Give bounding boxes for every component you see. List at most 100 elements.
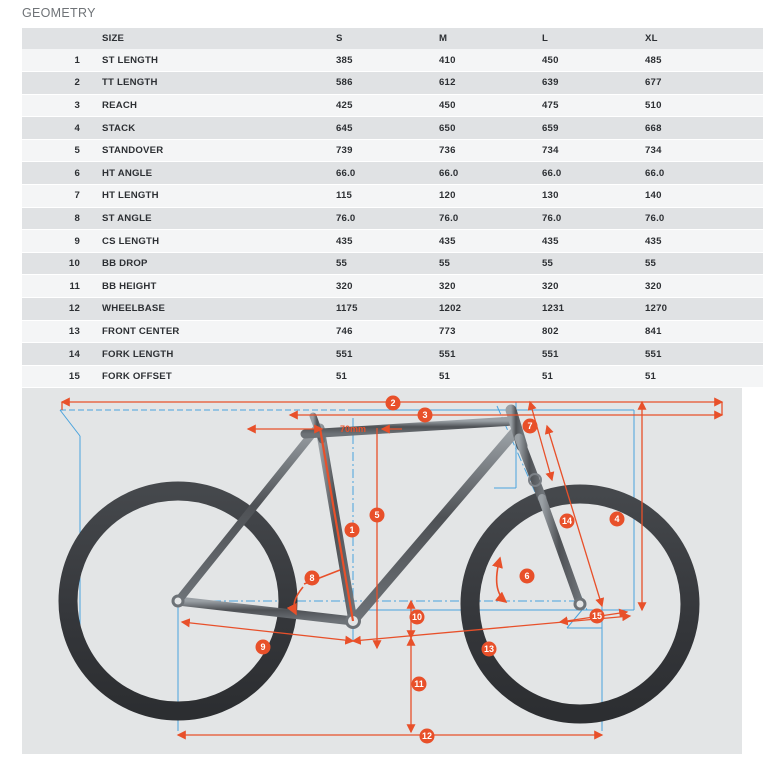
column-header-size: SIZE bbox=[90, 28, 330, 49]
callout-label: 2 bbox=[390, 398, 395, 408]
callout-label: 5 bbox=[374, 510, 379, 520]
row-spacer bbox=[742, 116, 763, 140]
callout-badge: 14 bbox=[559, 513, 575, 529]
row-value: 51 bbox=[536, 365, 639, 389]
row-index: 8 bbox=[22, 207, 90, 231]
row-value: 450 bbox=[536, 49, 639, 73]
row-value: 1175 bbox=[330, 297, 433, 321]
row-label: BB HEIGHT bbox=[90, 274, 330, 299]
row-value: 639 bbox=[536, 71, 639, 95]
row-value: 435 bbox=[330, 229, 433, 253]
row-value: 130 bbox=[536, 184, 639, 208]
row-value: 320 bbox=[536, 274, 639, 299]
page-title: GEOMETRY bbox=[22, 6, 96, 20]
row-value: 1202 bbox=[433, 297, 536, 321]
column-header-index bbox=[22, 28, 90, 49]
row-spacer bbox=[742, 342, 763, 366]
table-row: 3 REACH 425 450 475 510 bbox=[22, 94, 763, 118]
callout-badge: 15 bbox=[589, 608, 605, 624]
row-spacer bbox=[742, 229, 763, 253]
callout-label: 10 bbox=[412, 612, 422, 622]
row-spacer bbox=[742, 274, 763, 299]
column-header-spacer bbox=[742, 28, 763, 49]
row-value: 739 bbox=[330, 139, 433, 163]
row-value: 734 bbox=[639, 139, 742, 163]
row-value: 385 bbox=[330, 49, 433, 73]
row-spacer bbox=[742, 71, 763, 95]
callout-label: 14 bbox=[562, 516, 572, 526]
callout-circle bbox=[255, 639, 271, 655]
row-label: TT LENGTH bbox=[90, 71, 330, 95]
callout-badge: 4 bbox=[609, 511, 625, 527]
callout-label: 9 bbox=[260, 642, 265, 652]
callout-circle bbox=[519, 568, 535, 584]
row-label: BB DROP bbox=[90, 252, 330, 276]
row-spacer bbox=[742, 94, 763, 118]
row-value: 320 bbox=[330, 274, 433, 299]
table-body: 1 ST LENGTH 385 410 450 485 2 TT LENGTH 586 612 63… bbox=[22, 49, 763, 389]
row-label: STANDOVER bbox=[90, 139, 330, 163]
row-index: 14 bbox=[22, 342, 90, 366]
callout-label: 6 bbox=[524, 571, 529, 581]
row-spacer bbox=[742, 297, 763, 321]
row-value: 802 bbox=[536, 320, 639, 344]
row-spacer bbox=[742, 365, 763, 389]
callout-badge: 2 bbox=[385, 395, 401, 411]
callout-circle bbox=[369, 507, 385, 523]
row-label: CS LENGTH bbox=[90, 229, 330, 253]
annotation-70mm: 70mm bbox=[340, 424, 366, 434]
row-index: 4 bbox=[22, 116, 90, 140]
row-label: HT LENGTH bbox=[90, 184, 330, 208]
callout-circle bbox=[522, 418, 538, 434]
callout-badge: 10 bbox=[409, 609, 425, 625]
table-header: SIZE S M L XL bbox=[22, 28, 763, 49]
callout-label: 12 bbox=[422, 731, 432, 741]
table-row: 2 TT LENGTH 586 612 639 677 bbox=[22, 71, 763, 95]
callout-circle bbox=[409, 609, 425, 625]
row-index: 10 bbox=[22, 252, 90, 276]
table-row: 8 ST ANGLE 76.0 76.0 76.0 76.0 bbox=[22, 207, 763, 231]
row-label: ST ANGLE bbox=[90, 207, 330, 231]
callout-circle bbox=[481, 641, 497, 657]
row-index: 5 bbox=[22, 139, 90, 163]
table-row: 9 CS LENGTH 435 435 435 435 bbox=[22, 229, 763, 253]
callout-label: 1 bbox=[349, 525, 354, 535]
row-value: 612 bbox=[433, 71, 536, 95]
column-header-s: S bbox=[330, 28, 433, 49]
callout-circle bbox=[419, 728, 435, 744]
callout-circle bbox=[609, 511, 625, 527]
row-label: WHEELBASE bbox=[90, 297, 330, 321]
row-value: 51 bbox=[433, 365, 536, 389]
row-value: 55 bbox=[433, 252, 536, 276]
table-row: 5 STANDOVER 739 736 734 734 bbox=[22, 139, 763, 163]
row-value: 551 bbox=[536, 342, 639, 366]
row-label: FRONT CENTER bbox=[90, 320, 330, 344]
callout-badge: 12 bbox=[419, 728, 435, 744]
row-value: 76.0 bbox=[639, 207, 742, 231]
row-value: 51 bbox=[330, 365, 433, 389]
row-value: 650 bbox=[433, 116, 536, 140]
row-value: 115 bbox=[330, 184, 433, 208]
row-value: 425 bbox=[330, 94, 433, 118]
row-value: 645 bbox=[330, 116, 433, 140]
callout-circle bbox=[344, 522, 360, 538]
row-value: 66.0 bbox=[536, 161, 639, 186]
table-row: 15 FORK OFFSET 51 51 51 51 bbox=[22, 365, 763, 389]
row-value: 76.0 bbox=[536, 207, 639, 231]
callout-circle bbox=[589, 608, 605, 624]
row-value: 736 bbox=[433, 139, 536, 163]
column-header-l: L bbox=[536, 28, 639, 49]
table-row: 13 FRONT CENTER 746 773 802 841 bbox=[22, 320, 763, 344]
row-value: 773 bbox=[433, 320, 536, 344]
row-value: 410 bbox=[433, 49, 536, 73]
row-value: 668 bbox=[639, 116, 742, 140]
row-value: 120 bbox=[433, 184, 536, 208]
row-value: 55 bbox=[536, 252, 639, 276]
row-spacer bbox=[742, 320, 763, 344]
row-value: 1270 bbox=[639, 297, 742, 321]
row-index: 6 bbox=[22, 161, 90, 186]
row-index: 12 bbox=[22, 297, 90, 321]
rear-wheel bbox=[58, 481, 298, 721]
callout-badge: 11 bbox=[411, 676, 427, 692]
